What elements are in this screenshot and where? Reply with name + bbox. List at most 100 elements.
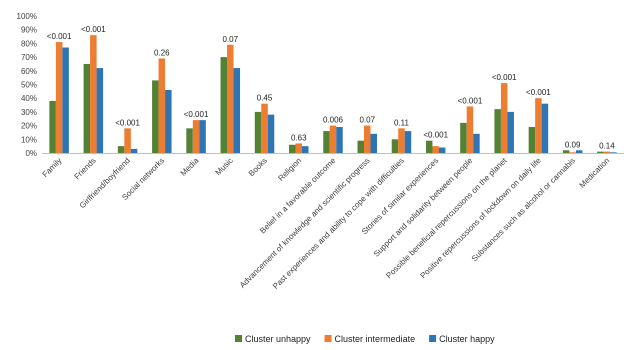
- bar: [186, 128, 193, 153]
- bar: [473, 133, 480, 153]
- y-tick-label: 90%: [21, 26, 37, 35]
- bar: [192, 120, 200, 153]
- p-value-label: 0.63: [291, 133, 307, 142]
- bar: [391, 139, 399, 153]
- y-tick-label: 50%: [21, 81, 37, 90]
- x-tick-label: Positive repercussions of lockdown on da…: [419, 156, 544, 281]
- bar: [562, 150, 570, 153]
- x-tick-label: Family: [41, 156, 64, 179]
- p-value-label: 0.07: [223, 35, 239, 44]
- legend-swatch: [324, 335, 332, 342]
- p-value-labels: <0.001 <0.001 <0.001 0.26 <0.001 0.07 0.45 0.63…: [47, 25, 615, 150]
- p-value-label: <0.001: [115, 118, 140, 127]
- p-value-label: <0.001: [526, 88, 551, 97]
- bar: [323, 131, 330, 153]
- bar: [233, 68, 241, 153]
- bar: [227, 44, 234, 153]
- legend-label: Cluster intermediate: [335, 334, 416, 344]
- bar: [49, 100, 56, 153]
- bar: [575, 150, 583, 153]
- bar: [541, 103, 549, 153]
- y-tick-label: 40%: [21, 94, 37, 103]
- p-value-label: <0.001: [492, 73, 517, 82]
- x-tick-label: Medication: [578, 156, 612, 190]
- bar: [336, 126, 343, 153]
- p-value-label: 0.006: [323, 116, 344, 125]
- x-tick-label: Past experiences and ability to cope wit…: [271, 156, 406, 291]
- legend-label: Cluster happy: [439, 334, 495, 344]
- bar: [199, 120, 206, 153]
- x-tick-label: Friends: [73, 156, 98, 181]
- bar: [535, 98, 542, 153]
- bar: [357, 140, 364, 153]
- bar: [90, 35, 97, 153]
- bar: [165, 89, 172, 153]
- p-value-label: 0.45: [257, 94, 273, 103]
- bar: [62, 47, 69, 154]
- bars: [49, 35, 617, 154]
- y-tick-label: 60%: [21, 67, 37, 76]
- p-value-label: <0.001: [81, 25, 106, 34]
- bar: [432, 146, 439, 153]
- legend: Cluster unhappy Cluster intermediate Clust…: [235, 334, 495, 344]
- bar: [289, 144, 296, 153]
- bar: [528, 126, 536, 153]
- p-value-label: 0.26: [154, 48, 170, 57]
- y-tick-label: 0%: [25, 149, 37, 158]
- bar: [254, 111, 262, 153]
- x-tick-label: Religion: [276, 156, 303, 183]
- x-tick-label: Media: [179, 156, 201, 178]
- bar: [55, 42, 63, 153]
- y-tick-label: 80%: [21, 39, 37, 48]
- bar: [438, 147, 446, 153]
- p-value-label: 0.07: [359, 116, 375, 125]
- y-axis: 0% 10% 20% 30% 40% 50% 60% 70% 80% 90% 100%: [17, 12, 37, 158]
- bar: [329, 125, 337, 153]
- p-value-label: 0.11: [394, 118, 410, 127]
- p-value-label: 0.09: [565, 140, 581, 149]
- bar: [117, 146, 125, 153]
- y-tick-label: 30%: [21, 108, 37, 117]
- x-tick-label: Books: [247, 156, 269, 178]
- bar: [494, 109, 501, 153]
- p-value-label: <0.001: [423, 131, 448, 140]
- y-tick-label: 70%: [21, 53, 37, 62]
- y-tick-label: 10%: [21, 135, 37, 144]
- bar: [404, 131, 412, 153]
- bar: [597, 151, 604, 153]
- p-value-label: <0.001: [458, 96, 483, 105]
- bar: [425, 140, 433, 153]
- bar: [261, 103, 268, 153]
- legend-label: Cluster unhappy: [245, 334, 311, 344]
- bar: [83, 63, 91, 154]
- bar: [460, 122, 467, 153]
- p-value-label: <0.001: [47, 32, 72, 41]
- bar: [152, 80, 159, 153]
- bar: [96, 68, 104, 153]
- x-tick-label: Music: [214, 156, 235, 177]
- bar: [267, 114, 275, 153]
- bar: [130, 148, 138, 153]
- bar: [302, 146, 309, 153]
- bar: [507, 111, 514, 153]
- bar: [220, 57, 228, 153]
- bar: [295, 143, 303, 153]
- legend-swatch: [235, 335, 242, 342]
- y-tick-label: 20%: [21, 122, 37, 131]
- bar: [363, 125, 371, 153]
- bar: [500, 83, 508, 153]
- y-tick-label: 100%: [17, 12, 37, 21]
- bar: [603, 151, 611, 153]
- p-value-label: 0.14: [599, 142, 615, 151]
- bar: [610, 152, 617, 153]
- bar: [370, 133, 377, 153]
- bar: [466, 106, 474, 153]
- bar: [158, 58, 166, 153]
- x-tick-label: Advancement of knowledge and scientific …: [238, 156, 372, 290]
- x-axis: Family FriendsGirlfriend/boyfriendSocial …: [41, 153, 624, 291]
- legend-swatch: [429, 335, 437, 342]
- x-tick-label: Possible beneficial repercussions on the…: [384, 156, 509, 281]
- p-value-label: <0.001: [184, 110, 209, 119]
- bar: [569, 152, 576, 153]
